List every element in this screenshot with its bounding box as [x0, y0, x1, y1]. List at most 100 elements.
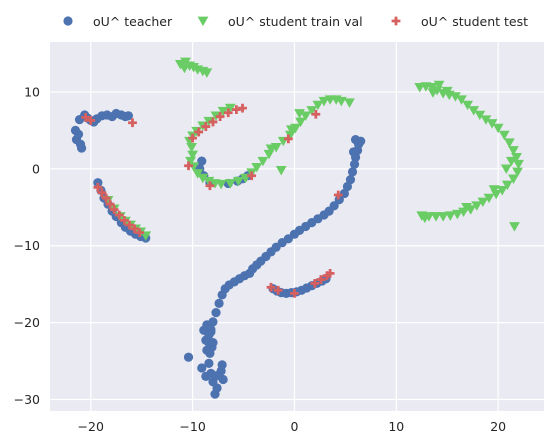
- data-point: [238, 103, 247, 113]
- data-point: [488, 185, 500, 195]
- data-point: [86, 116, 96, 125]
- data-point: [188, 133, 197, 143]
- data-point: [194, 127, 204, 137]
- data-point: [496, 186, 508, 196]
- data-point: [208, 337, 218, 348]
- y-tick-label: 0: [32, 161, 40, 176]
- legend-item-3: oU^ student test: [391, 14, 528, 29]
- data-point: [217, 360, 227, 370]
- data-point: [210, 389, 220, 399]
- data-point: [427, 88, 439, 98]
- data-point: [135, 228, 145, 238]
- data-point: [215, 179, 227, 190]
- data-point: [486, 119, 498, 129]
- legend-marker: [391, 16, 401, 26]
- data-point: [508, 174, 519, 184]
- data-point: [477, 197, 489, 208]
- data-point: [119, 215, 129, 225]
- data-point: [201, 335, 211, 345]
- data-point: [284, 130, 296, 141]
- data-point: [224, 179, 236, 189]
- data-point: [456, 95, 467, 105]
- x-tick-label: 0: [290, 419, 298, 434]
- tick-labels: −20 −10 0 10 20 −30 −20 −10 0 10: [14, 84, 507, 434]
- data-point: [329, 201, 339, 211]
- series-2: [102, 57, 524, 241]
- data-point: [506, 156, 517, 167]
- x-tick-label: 20: [490, 419, 506, 434]
- data-point: [511, 152, 522, 163]
- data-point: [109, 205, 119, 214]
- data-point: [345, 175, 356, 185]
- data-point: [312, 100, 324, 111]
- data-point: [215, 112, 225, 121]
- data-point: [201, 371, 211, 382]
- data-point: [290, 288, 299, 298]
- x-tick-label: −10: [179, 419, 205, 434]
- legend-marker: [63, 16, 73, 26]
- data-point: [461, 202, 472, 213]
- data-points: [70, 57, 524, 399]
- data-point: [73, 129, 84, 139]
- data-point: [251, 162, 263, 173]
- legend-label: oU^ student test: [421, 14, 528, 29]
- data-point: [349, 159, 360, 169]
- data-point: [217, 106, 229, 117]
- data-point: [285, 125, 297, 135]
- data-point: [275, 166, 287, 176]
- data-point: [492, 123, 504, 134]
- data-point: [356, 136, 366, 146]
- data-point: [430, 212, 442, 222]
- data-point: [197, 156, 207, 166]
- data-point: [426, 83, 438, 93]
- data-point: [483, 193, 495, 204]
- data-point: [205, 181, 215, 191]
- y-tick-label: −30: [14, 392, 40, 407]
- data-point: [449, 92, 461, 102]
- data-point: [500, 164, 512, 174]
- data-point: [183, 352, 194, 362]
- data-point: [503, 138, 515, 148]
- data-point: [316, 275, 326, 284]
- data-point: [247, 171, 257, 181]
- data-point: [214, 298, 224, 308]
- legend-item-2: oU^ student train val: [197, 14, 363, 29]
- data-point: [437, 212, 449, 222]
- data-point: [347, 167, 358, 177]
- data-point: [509, 222, 520, 232]
- data-point: [130, 224, 139, 234]
- legend: oU^ teacher oU^ student train val oU^ stud…: [63, 14, 528, 29]
- data-point: [197, 363, 207, 373]
- data-point: [224, 103, 236, 114]
- data-point: [419, 213, 431, 224]
- data-point: [468, 106, 480, 116]
- data-point: [187, 150, 198, 161]
- data-point: [201, 68, 213, 78]
- data-point: [208, 117, 218, 127]
- data-point: [128, 118, 137, 128]
- legend-item-1: oU^ teacher: [63, 14, 173, 29]
- data-point: [93, 178, 103, 188]
- data-point: [441, 86, 453, 97]
- data-point: [184, 161, 193, 171]
- data-point: [474, 110, 486, 121]
- data-point: [433, 80, 445, 91]
- data-point: [231, 105, 241, 115]
- data-point: [462, 100, 474, 111]
- data-point: [257, 156, 269, 167]
- data-point: [101, 193, 111, 203]
- x-tick-label: 10: [388, 419, 404, 434]
- data-point: [179, 63, 190, 74]
- series-3: [81, 103, 343, 298]
- x-tick-label: −20: [78, 419, 104, 434]
- data-point: [211, 308, 221, 318]
- data-point: [125, 220, 134, 230]
- data-point: [344, 98, 355, 108]
- data-point: [202, 345, 212, 355]
- data-point: [123, 111, 134, 121]
- data-point: [335, 96, 347, 107]
- data-point: [201, 122, 211, 131]
- legend-label: oU^ student train val: [228, 14, 363, 29]
- data-point: [186, 142, 197, 153]
